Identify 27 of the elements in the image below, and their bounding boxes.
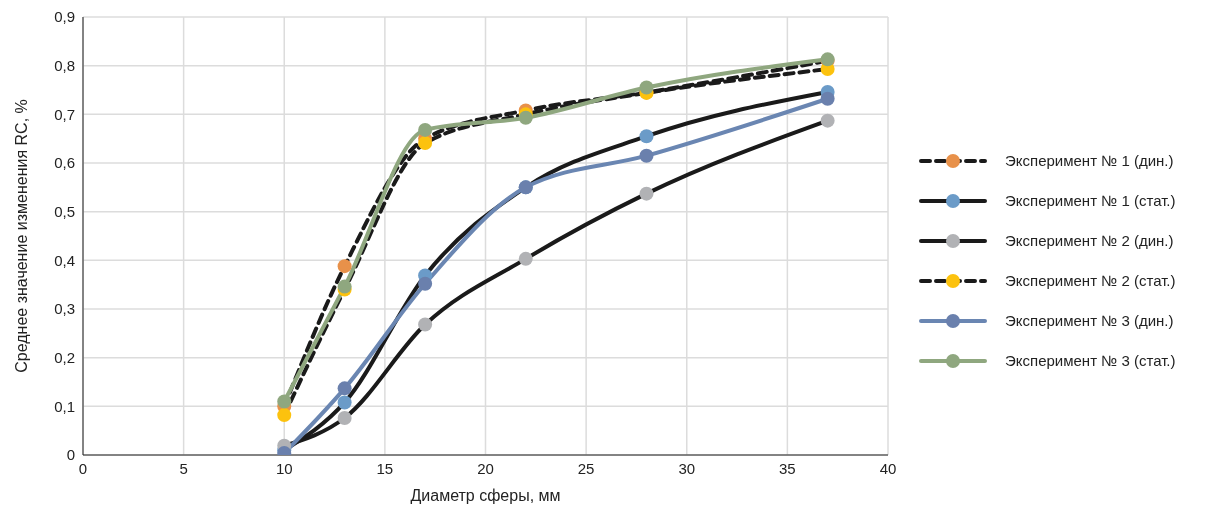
x-tick-label: 20 <box>477 459 494 477</box>
legend-label: Эксперимент № 2 (стат.) <box>1005 272 1176 289</box>
y-tick-label: 0,8 <box>54 56 75 74</box>
y-tick-label: 0,4 <box>54 251 75 269</box>
x-tick-label: 40 <box>879 459 897 477</box>
x-tick-label: 30 <box>678 459 696 477</box>
y-tick-label: 0,9 <box>54 8 75 26</box>
y-tick-label: 0,1 <box>54 397 75 415</box>
x-tick-label: 35 <box>779 459 796 477</box>
y-tick-label: 0 <box>66 446 75 464</box>
y-axis-title: Среднее значение изменения RC, % <box>12 99 30 373</box>
x-tick-label: 0 <box>78 459 88 477</box>
y-tick-label: 0,6 <box>54 154 75 172</box>
legend-label: Эксперимент № 1 (дин.) <box>1005 152 1174 169</box>
y-tick-label: 0,7 <box>54 105 75 123</box>
x-tick-label: 10 <box>275 459 293 477</box>
x-tick-label: 25 <box>577 459 595 477</box>
y-tick-label: 0,3 <box>54 300 75 318</box>
legend-label: Эксперимент № 1 (стат.) <box>1005 192 1176 209</box>
legend-label: Эксперимент № 3 (стат.) <box>1005 352 1176 369</box>
y-tick-label: 0,5 <box>54 202 75 220</box>
x-tick-label: 5 <box>179 459 188 477</box>
legend-label: Эксперимент № 3 (дин.) <box>1005 312 1174 329</box>
x-axis-title: Диаметр сферы, мм <box>410 487 561 504</box>
y-tick-label: 0,2 <box>54 348 75 366</box>
x-tick-label: 15 <box>376 459 394 477</box>
legend-label: Эксперимент № 2 (дин.) <box>1005 232 1174 249</box>
